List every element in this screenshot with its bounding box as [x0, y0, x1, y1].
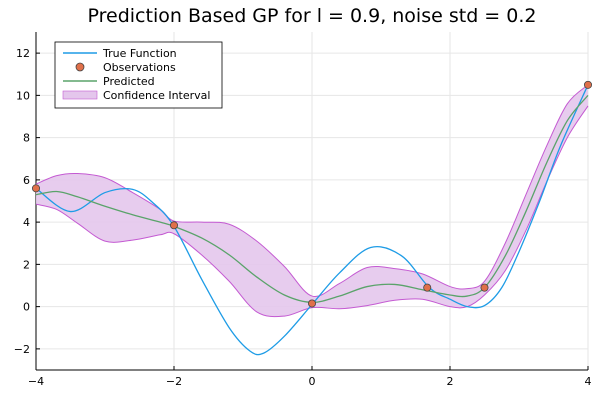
legend: True FunctionObservationsPredictedConfid…	[54, 41, 223, 109]
observation-point	[584, 80, 593, 89]
observation-point	[307, 299, 316, 308]
x-tick-label: 0	[309, 375, 316, 388]
x-tick-label: −4	[28, 375, 44, 388]
y-tick-label: 6	[23, 174, 30, 187]
x-axis-ticks: −4 −2 0 2 4	[28, 366, 592, 388]
observation-point	[423, 283, 432, 292]
legend-item-confidence-interval-swatch	[62, 90, 98, 100]
x-tick-label: 2	[447, 375, 454, 388]
x-tick-label: −2	[166, 375, 182, 388]
legend-item-predicted-label: Predicted	[103, 75, 155, 88]
legend-item-observations-swatch	[75, 62, 85, 72]
predicted-line	[35, 94, 589, 304]
observation-point	[169, 221, 178, 230]
y-tick-label: 0	[23, 301, 30, 314]
y-tick-label: −2	[14, 343, 30, 356]
legend-item-observations-label: Observations	[103, 61, 176, 74]
observation-point	[32, 184, 41, 193]
confidence-lower-edge	[35, 105, 589, 318]
confidence-upper-edge	[35, 84, 589, 298]
y-tick-label: 10	[16, 89, 30, 102]
legend-item-true-function-label: True Function	[102, 47, 177, 60]
true-function-line	[35, 84, 589, 356]
x-tick-label: 4	[585, 375, 592, 388]
y-tick-label: 8	[23, 132, 30, 145]
y-axis-ticks: −2 0 2 4 6 8 10 12	[14, 47, 40, 356]
y-tick-label: 4	[23, 216, 30, 229]
plot-area	[32, 80, 593, 356]
y-tick-label: 12	[16, 47, 30, 60]
observation-point	[480, 283, 489, 292]
chart-title: Prediction Based GP for l = 0.9, noise s…	[88, 5, 537, 27]
legend-item-confidence-interval-label: Confidence Interval	[103, 89, 210, 102]
y-tick-label: 2	[23, 258, 30, 271]
